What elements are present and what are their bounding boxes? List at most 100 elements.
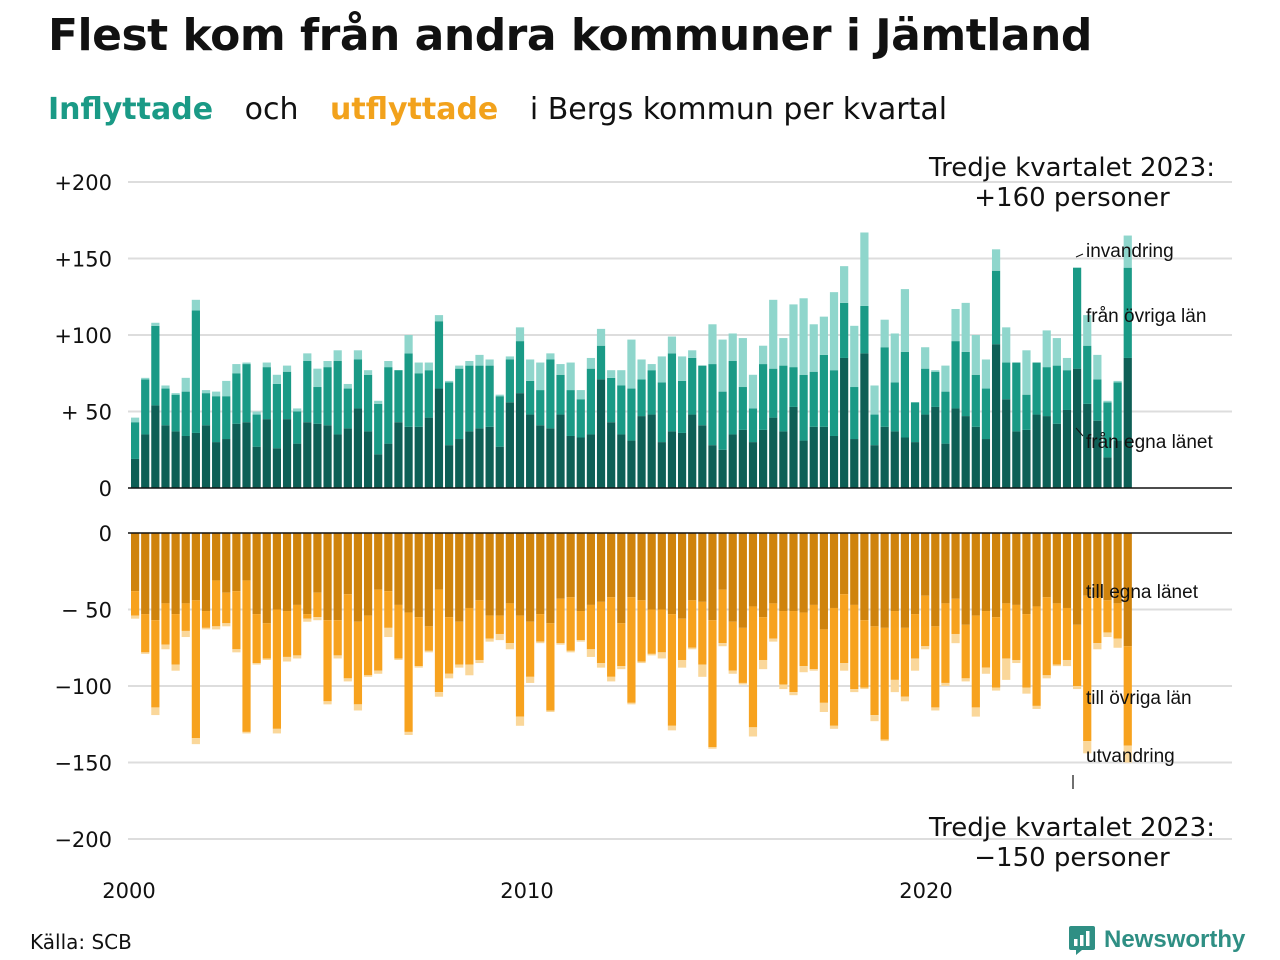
bar-out-0	[414, 533, 423, 618]
bar-in-2	[272, 374, 282, 384]
bar-out-1	[212, 580, 221, 627]
chart-title: Flest kom från andra kommuner i Jämtland	[48, 10, 1092, 61]
bar-in-0	[728, 434, 737, 488]
bar-in-2	[323, 361, 332, 368]
bar-in-0	[819, 426, 828, 488]
top-annotation-line1: Tredje kvartalet 2023:	[928, 153, 1215, 183]
bar-in-1	[951, 341, 960, 409]
bar-in-1	[434, 321, 444, 389]
bar-in-2	[657, 356, 666, 383]
bar-out-0	[860, 533, 869, 621]
bar-out-0	[526, 533, 535, 622]
bar-in-2	[617, 370, 626, 386]
bar-in-1	[505, 359, 514, 403]
bar-out-1	[809, 604, 818, 670]
bar-out-0	[1002, 533, 1011, 604]
bar-in-2	[171, 393, 180, 395]
bar-in-2	[475, 354, 484, 366]
bar-out-2	[819, 702, 828, 713]
bar-in-0	[282, 419, 292, 488]
bar-in-0	[698, 425, 707, 488]
bar-in-0	[850, 439, 859, 488]
bottom-y-tick-label: −100	[54, 675, 112, 699]
bar-in-2	[262, 362, 271, 368]
bar-out-1	[262, 623, 271, 659]
top-annotation-line2: +160 personer	[974, 183, 1170, 213]
bar-in-0	[1022, 429, 1031, 488]
bar-out-1	[910, 614, 920, 659]
bar-in-0	[272, 448, 282, 488]
bar-out-0	[789, 533, 798, 612]
bar-out-2	[455, 664, 464, 668]
bar-in-0	[708, 445, 717, 488]
bar-in-0	[546, 428, 555, 488]
bar-in-1	[931, 371, 940, 407]
bar-out-0	[769, 533, 778, 604]
bar-in-1	[607, 377, 616, 423]
bar-out-0	[252, 533, 261, 615]
bar-out-1	[971, 615, 980, 708]
bar-in-1	[526, 380, 535, 415]
bar-in-0	[840, 357, 849, 488]
bar-in-1	[303, 361, 312, 423]
bar-out-0	[1032, 533, 1041, 607]
bar-out-2	[414, 666, 423, 668]
bar-in-1	[161, 388, 170, 426]
bar-in-0	[445, 445, 454, 488]
bar-out-2	[526, 676, 535, 683]
bar-out-1	[171, 614, 180, 665]
bottom-annotation-line2: −150 personer	[974, 843, 1170, 873]
bar-out-1	[779, 611, 788, 685]
bar-out-0	[556, 533, 565, 599]
bar-in-0	[1042, 416, 1051, 488]
bar-out-2	[1062, 659, 1072, 667]
bar-in-1	[1123, 267, 1132, 358]
bar-in-2	[424, 362, 433, 371]
bar-in-1	[313, 387, 322, 424]
bar-out-1	[759, 617, 768, 660]
bar-out-1	[536, 614, 545, 642]
bar-out-1	[677, 618, 687, 660]
bar-in-2	[677, 356, 687, 381]
bar-out-2	[394, 658, 403, 660]
bar-in-1	[971, 374, 980, 427]
bar-out-2	[171, 664, 180, 671]
bar-in-2	[495, 394, 504, 397]
bar-out-2	[991, 687, 1001, 691]
bar-out-0	[637, 533, 646, 601]
bar-out-1	[789, 611, 798, 693]
bar-in-1	[627, 388, 636, 441]
bar-in-1	[880, 347, 889, 427]
bar-out-1	[1022, 614, 1031, 688]
bar-in-1	[1113, 382, 1122, 441]
bar-out-0	[242, 533, 251, 581]
bar-in-0	[232, 423, 241, 488]
bar-out-2	[333, 655, 342, 659]
bottom-y-tick-label: −200	[54, 828, 112, 852]
bar-in-1	[566, 390, 575, 436]
bar-out-1	[282, 611, 292, 657]
bar-in-0	[293, 443, 302, 488]
bar-in-2	[789, 304, 798, 368]
bar-out-1	[201, 611, 211, 628]
bar-out-2	[495, 633, 504, 641]
bar-in-0	[890, 431, 899, 488]
bar-in-1	[495, 396, 504, 447]
bar-in-2	[870, 385, 879, 415]
bar-in-2	[688, 350, 697, 358]
bar-in-0	[353, 408, 363, 488]
bar-in-2	[769, 299, 778, 369]
bar-in-1	[991, 270, 1001, 345]
bar-in-2	[222, 380, 231, 397]
bar-in-2	[161, 385, 170, 389]
bar-in-1	[222, 396, 231, 440]
bar-in-2	[212, 391, 221, 397]
bar-out-1	[141, 614, 150, 653]
bar-out-2	[657, 652, 666, 659]
bar-in-1	[363, 374, 373, 432]
bar-out-2	[151, 707, 160, 716]
bar-out-1	[607, 597, 616, 677]
bottom-annotation-line1: Tredje kvartalet 2023:	[928, 813, 1215, 843]
bar-in-1	[475, 365, 484, 429]
bar-in-2	[667, 336, 677, 354]
